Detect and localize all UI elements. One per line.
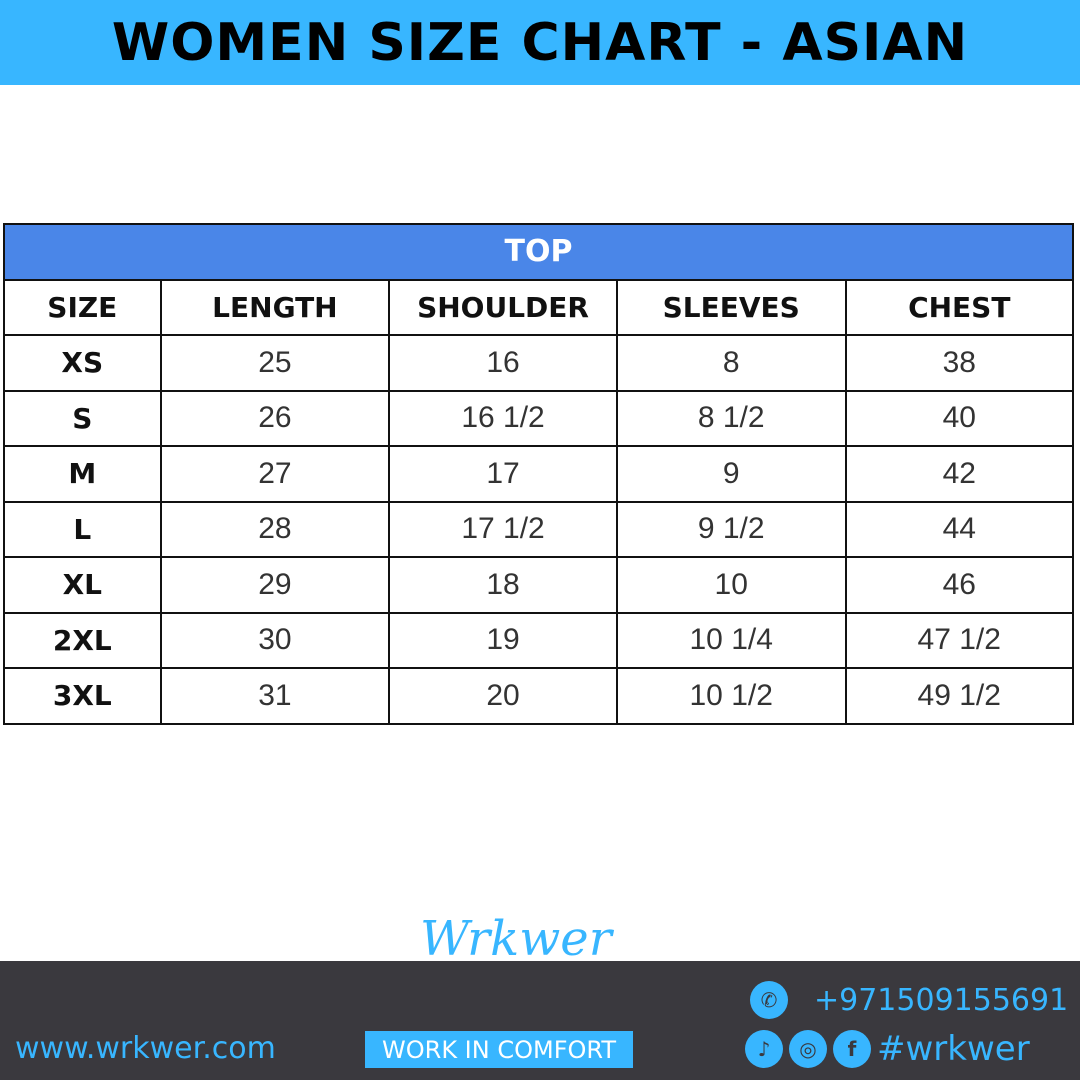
measurement-cell: 47 1/2: [844, 611, 1075, 669]
page-title: WOMEN SIZE CHART - ASIAN: [111, 12, 969, 73]
measurement-cell: 17: [388, 445, 618, 503]
size-cell: 2XL: [3, 611, 162, 669]
measurement-cell: 18: [388, 556, 618, 614]
column-header: SLEEVES: [615, 278, 847, 336]
measurement-cell: 25: [159, 334, 391, 392]
measurement-cell: 16 1/2: [388, 389, 618, 447]
size-cell: S: [3, 389, 162, 447]
measurement-cell: 9: [615, 445, 847, 503]
measurement-cell: 8 1/2: [615, 389, 847, 447]
measurement-cell: 8: [615, 334, 847, 392]
size-cell: XL: [3, 556, 162, 614]
table-row: L 28 17 1/2 9 1/2 44: [3, 500, 1075, 558]
size-cell: XS: [3, 334, 162, 392]
measurement-cell: 27: [159, 445, 391, 503]
size-cell: L: [3, 500, 162, 558]
website-link[interactable]: www.wrkwer.com: [15, 1031, 276, 1066]
measurement-cell: 10 1/4: [615, 611, 847, 669]
table-row: XS 25 16 8 38: [3, 334, 1075, 392]
table-row: 2XL 30 19 10 1/4 47 1/2: [3, 611, 1075, 669]
column-header: SIZE: [3, 278, 162, 336]
measurement-cell: 40: [844, 389, 1075, 447]
instagram-icon[interactable]: ◎: [789, 1030, 827, 1068]
phone-number: +971509155691: [814, 982, 1069, 1018]
social-links: ♪ ◎ f #wrkwer: [745, 1029, 1030, 1069]
measurement-cell: 49 1/2: [844, 667, 1075, 725]
measurement-cell: 20: [388, 667, 618, 725]
brand-logo: Wrkwer: [420, 911, 612, 967]
measurement-cell: 44: [844, 500, 1075, 558]
column-header: SHOULDER: [388, 278, 618, 336]
measurement-cell: 46: [844, 556, 1075, 614]
measurement-cell: 42: [844, 445, 1075, 503]
footer: Wrkwer www.wrkwer.com WORK IN COMFORT ✆ +…: [0, 911, 1080, 1080]
size-cell: 3XL: [3, 667, 162, 725]
size-table: TOP SIZE LENGTH SHOULDER SLEEVES CHEST XS 25 1…: [3, 223, 1075, 725]
measurement-cell: 31: [159, 667, 391, 725]
size-cell: M: [3, 445, 162, 503]
table-row: S 26 16 1/2 8 1/2 40: [3, 389, 1075, 447]
column-header: CHEST: [844, 278, 1075, 336]
measurement-cell: 30: [159, 611, 391, 669]
measurement-cell: 16: [388, 334, 618, 392]
measurement-cell: 10: [615, 556, 847, 614]
phone-icon: ✆: [750, 981, 788, 1019]
table-row: XL 29 18 10 46: [3, 556, 1075, 614]
tiktok-icon[interactable]: ♪: [745, 1030, 783, 1068]
group-header: TOP: [3, 223, 1074, 281]
measurement-cell: 38: [844, 334, 1075, 392]
measurement-cell: 10 1/2: [615, 667, 847, 725]
measurement-cell: 28: [159, 500, 391, 558]
column-header: LENGTH: [159, 278, 391, 336]
phone-contact[interactable]: ✆ +971509155691: [750, 981, 1068, 1019]
table-row: M 27 17 9 42: [3, 445, 1075, 503]
hashtag: #wrkwer: [877, 1029, 1030, 1069]
measurement-cell: 26: [159, 389, 391, 447]
measurement-cell: 9 1/2: [615, 500, 847, 558]
table-row: 3XL 31 20 10 1/2 49 1/2: [3, 667, 1075, 725]
measurement-cell: 29: [159, 556, 391, 614]
measurement-cell: 17 1/2: [388, 500, 618, 558]
facebook-icon[interactable]: f: [833, 1030, 871, 1068]
tagline: WORK IN COMFORT: [365, 1031, 633, 1068]
measurement-cell: 19: [388, 611, 618, 669]
title-banner: WOMEN SIZE CHART - ASIAN: [0, 0, 1080, 85]
